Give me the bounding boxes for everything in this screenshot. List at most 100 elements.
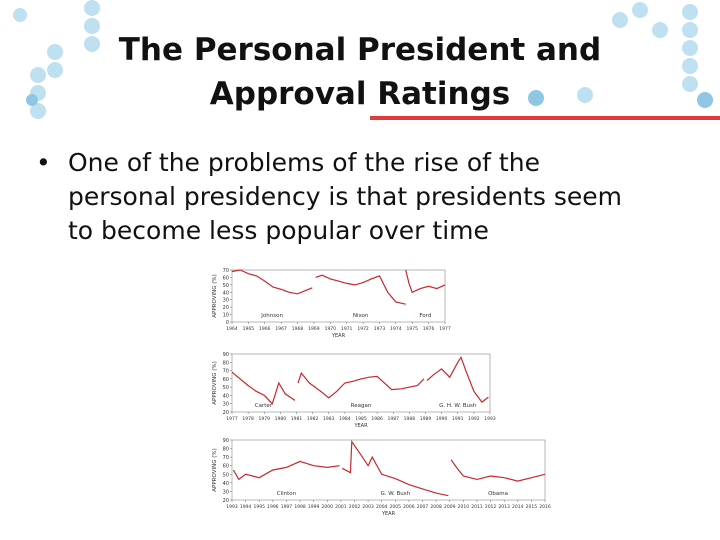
president-label: Clinton xyxy=(277,491,297,497)
x-tick-label: 1985 xyxy=(355,416,367,422)
x-tick-label: 2003 xyxy=(362,504,374,510)
president-label: Reagan xyxy=(351,403,372,409)
y-tick-label: 70 xyxy=(223,369,229,375)
x-tick-label: 1974 xyxy=(390,326,402,332)
x-tick-label: 1990 xyxy=(436,416,448,422)
plot-frame xyxy=(231,439,546,501)
y-tick-label: 60 xyxy=(223,464,229,470)
y-axis-label: APPROVING (%) xyxy=(212,361,218,404)
x-tick-label: 1966 xyxy=(259,326,271,332)
x-tick-label: 2002 xyxy=(349,504,361,510)
x-tick-label: 1965 xyxy=(243,326,255,332)
x-tick-label: 2011 xyxy=(471,504,483,510)
president-label: G. H. W. Bush xyxy=(439,403,477,409)
x-tick-label: 2001 xyxy=(335,504,347,510)
x-tick-label: 2014 xyxy=(512,504,524,510)
x-axis-label: YEAR xyxy=(381,511,396,517)
series-line xyxy=(231,371,296,405)
x-axis-label: YEAR xyxy=(353,423,368,429)
x-tick-label: 1973 xyxy=(374,326,386,332)
x-tick-label: 2006 xyxy=(403,504,415,510)
y-tick-label: 80 xyxy=(223,360,229,366)
x-tick-label: 2007 xyxy=(417,504,429,510)
president-label: Carter xyxy=(255,403,273,409)
slide-title: The Personal President and Approval Rati… xyxy=(118,32,602,112)
x-tick-label: 1984 xyxy=(339,416,351,422)
title-rule xyxy=(370,116,720,120)
y-tick-label: 30 xyxy=(223,298,229,304)
chart: 20 30 40 50 60 70 80 90 1977 1978 1979 1980 1981 1982… xyxy=(212,352,496,429)
x-tick-label: 1969 xyxy=(308,326,320,332)
series-line xyxy=(232,460,340,481)
series-line xyxy=(426,355,489,403)
x-tick-label: 1972 xyxy=(357,326,369,332)
y-tick-label: 70 xyxy=(223,268,229,274)
x-tick-label: 1964 xyxy=(226,326,238,332)
x-tick-label: 1999 xyxy=(308,504,320,510)
y-tick-label: 50 xyxy=(223,283,229,289)
x-tick-label: 1979 xyxy=(259,416,271,422)
y-axis-label: APPROVING (%) xyxy=(212,448,218,491)
president-label: Obama xyxy=(488,491,508,497)
y-tick-label: 40 xyxy=(223,393,229,399)
y-tick-label: 30 xyxy=(223,402,229,408)
x-tick-label: 2005 xyxy=(390,504,402,510)
x-tick-label: 2015 xyxy=(526,504,538,510)
president-label: Ford xyxy=(419,313,431,319)
x-tick-label: 1977 xyxy=(439,326,451,332)
x-tick-label: 1994 xyxy=(240,504,252,510)
y-tick-label: 40 xyxy=(223,481,229,487)
bullet-dot: • xyxy=(36,148,51,177)
y-tick-label: 40 xyxy=(223,290,229,296)
y-axis-label: APPROVING (%) xyxy=(212,274,218,317)
x-tick-label: 1967 xyxy=(275,326,287,332)
y-tick-label: 0 xyxy=(226,320,229,326)
x-tick-label: 1970 xyxy=(325,326,337,332)
y-tick-label: 60 xyxy=(223,275,229,281)
y-tick-label: 10 xyxy=(223,313,229,319)
series-line xyxy=(297,371,425,399)
x-tick-label: 2010 xyxy=(458,504,470,510)
y-tick-label: 90 xyxy=(223,352,229,358)
chart: 20 30 40 50 60 70 80 90 1993 1994 1995 1996 1997 1998… xyxy=(212,438,551,517)
x-tick-label: 1975 xyxy=(407,326,419,332)
x-tick-label: 1982 xyxy=(307,416,319,422)
x-tick-label: 1992 xyxy=(468,416,480,422)
y-tick-label: 20 xyxy=(223,305,229,311)
x-axis-label: YEAR xyxy=(331,333,346,339)
x-tick-label: 1986 xyxy=(371,416,383,422)
bullet-text: One of the problems of the rise of the p… xyxy=(68,148,623,245)
x-tick-label: 1968 xyxy=(292,326,304,332)
x-tick-label: 2009 xyxy=(444,504,456,510)
y-tick-label: 50 xyxy=(223,385,229,391)
x-tick-label: 1980 xyxy=(275,416,287,422)
x-tick-label: 1977 xyxy=(226,416,238,422)
x-tick-label: 2013 xyxy=(498,504,510,510)
plot-frame xyxy=(231,269,446,323)
x-tick-label: 2012 xyxy=(485,504,497,510)
x-tick-label: 1991 xyxy=(452,416,464,422)
x-tick-label: 1971 xyxy=(341,326,353,332)
series-line xyxy=(341,439,449,497)
y-tick-label: 80 xyxy=(223,447,229,453)
series-line xyxy=(450,459,546,482)
president-label: G. W. Bush xyxy=(380,491,410,497)
x-tick-label: 1993 xyxy=(484,416,496,422)
x-tick-label: 1995 xyxy=(253,504,265,510)
x-tick-label: 1993 xyxy=(226,504,238,510)
x-tick-label: 1996 xyxy=(267,504,279,510)
y-tick-label: 60 xyxy=(223,377,229,383)
x-tick-label: 2016 xyxy=(539,504,551,510)
bullet-item: • One of the problems of the rise of the … xyxy=(36,146,636,248)
x-tick-label: 2004 xyxy=(376,504,388,510)
x-tick-label: 1976 xyxy=(423,326,435,332)
x-tick-label: 1978 xyxy=(242,416,254,422)
y-tick-label: 30 xyxy=(223,489,229,495)
x-tick-label: 1981 xyxy=(291,416,303,422)
x-tick-label: 1988 xyxy=(404,416,416,422)
x-tick-label: 1998 xyxy=(294,504,306,510)
x-tick-label: 2000 xyxy=(322,504,334,510)
